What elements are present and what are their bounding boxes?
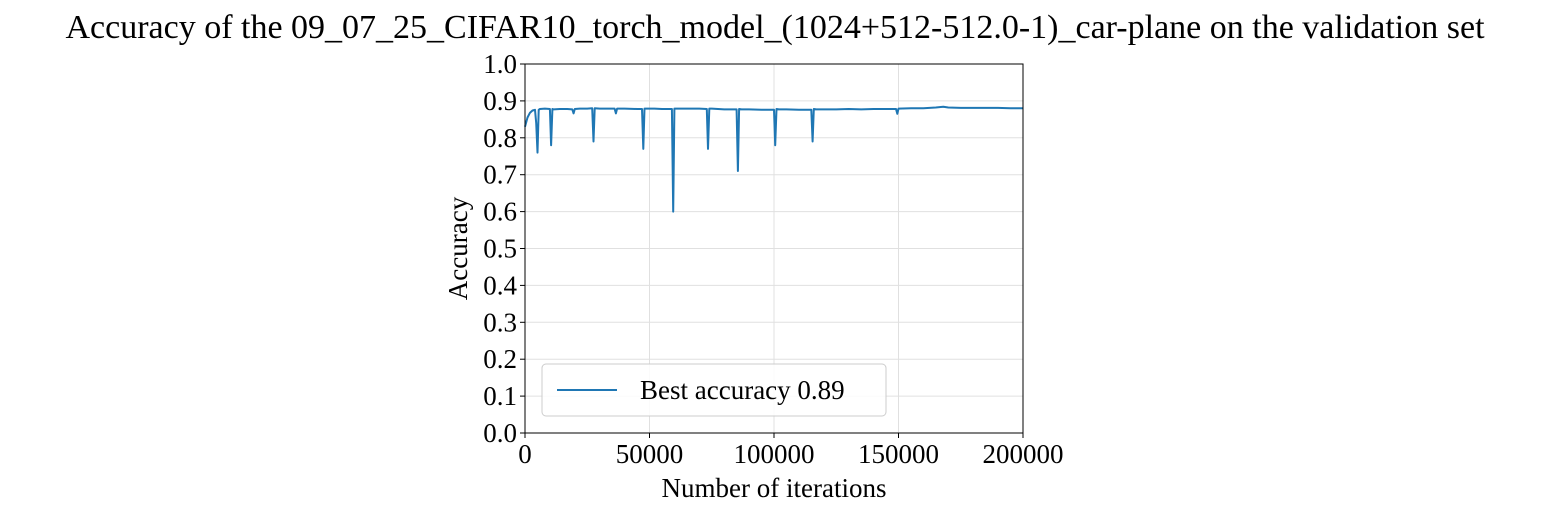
- y-tick-label: 0.1: [483, 381, 517, 411]
- legend-label: Best accuracy 0.89: [640, 375, 845, 405]
- x-tick-label: 100000: [734, 439, 815, 469]
- y-tick-label: 0.2: [483, 344, 517, 374]
- y-tick-label: 0.7: [483, 160, 517, 190]
- x-tick-label: 0: [518, 439, 532, 469]
- series-layer: [524, 105, 1023, 213]
- y-tick-label: 0.0: [483, 418, 517, 448]
- x-tick-label: 200000: [983, 439, 1064, 469]
- series-line: [524, 105, 1023, 213]
- y-axis-label: Accuracy: [443, 196, 473, 300]
- chart-title: Accuracy of the 09_07_25_CIFAR10_torch_m…: [65, 9, 1485, 46]
- y-tick-label: 0.3: [483, 307, 517, 337]
- y-axis: 0.0 0.1 0.2 0.3 0.4 0.5 0.6 0.7 0.8 0.9 1.0: [483, 49, 525, 448]
- y-tick-label: 0.4: [483, 270, 517, 300]
- x-tick-label: 50000: [616, 439, 684, 469]
- legend-box: [541, 363, 887, 417]
- y-tick-label: 0.5: [483, 234, 517, 264]
- legend: Best accuracy 0.89: [541, 363, 887, 417]
- x-tick-label: 150000: [858, 439, 939, 469]
- y-tick-label: 0.9: [483, 86, 517, 116]
- y-tick-label: 0.8: [483, 123, 517, 153]
- y-tick-label: 1.0: [483, 49, 517, 79]
- x-axis-label: Number of iterations: [662, 473, 887, 503]
- x-axis: 0 50000 100000 150000 200000: [518, 433, 1064, 469]
- y-tick-label: 0.6: [483, 197, 517, 227]
